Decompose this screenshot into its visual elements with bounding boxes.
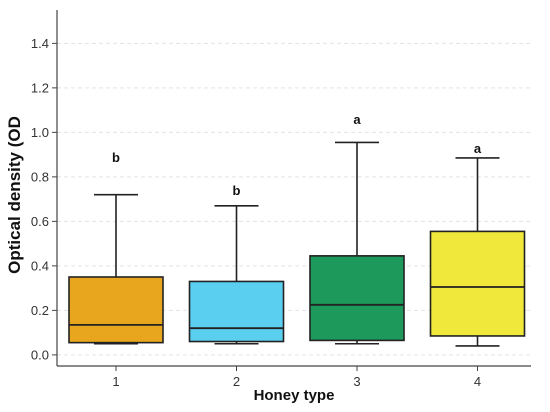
iqr-box xyxy=(309,255,405,342)
y-axis-label: Optical density (OD xyxy=(5,116,24,274)
box-3: a xyxy=(309,112,405,345)
y-tick-label: 0.8 xyxy=(31,169,49,184)
x-tick-label: 4 xyxy=(474,374,481,389)
box-1: b xyxy=(68,150,164,345)
box-2: b xyxy=(188,183,285,345)
significance-letter: a xyxy=(353,112,361,127)
y-tick-label: 0.0 xyxy=(31,347,49,362)
y-tick-label: 0.4 xyxy=(31,258,49,273)
x-tick-label: 2 xyxy=(233,374,240,389)
y-tick-label: 1.4 xyxy=(31,36,49,51)
significance-letter: b xyxy=(233,183,241,198)
significance-letter: a xyxy=(474,141,482,156)
x-axis-label: Honey type xyxy=(254,387,335,404)
x-tick-label: 3 xyxy=(353,374,360,389)
y-tick-label: 1.0 xyxy=(31,125,49,140)
y-tick-label: 0.2 xyxy=(31,303,49,318)
iqr-box xyxy=(188,280,285,343)
axes: 0.0 0.2 0.4 0.6 0.8 1.0 1.2 1.4 1 2 3 4 xyxy=(31,10,531,389)
significance-letter: b xyxy=(112,150,120,165)
box-series: b b a a xyxy=(68,112,526,347)
iqr-box xyxy=(68,276,164,344)
iqr-box xyxy=(429,230,526,337)
y-tick-label: 1.2 xyxy=(31,80,49,95)
y-tick-label: 0.6 xyxy=(31,214,49,229)
box-4: a xyxy=(429,141,526,347)
x-tick-label: 1 xyxy=(112,374,119,389)
